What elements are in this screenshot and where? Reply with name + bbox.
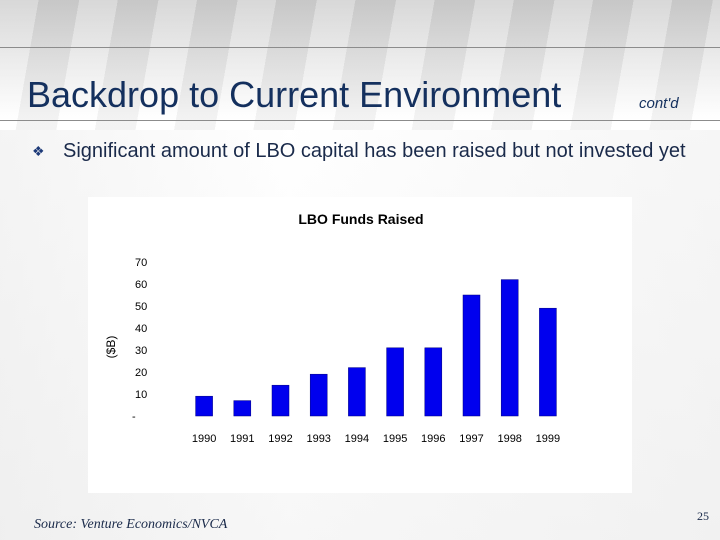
x-tick-label: 1995 [383,433,407,445]
chart-panel: LBO Funds Raised ($B) - 10 20 30 40 50 60 70 1990 1… [88,197,632,493]
slide-title: Backdrop to Current Environment [27,74,562,115]
y-tick-label: 10 [135,389,147,401]
x-tick-label: 1997 [459,433,483,445]
y-tick-label: 70 [135,257,147,269]
x-tick-label: 1992 [268,433,292,445]
bar-chart: LBO Funds Raised ($B) - 10 20 30 40 50 60 70 1990 1… [104,211,560,445]
bar-1995 [386,347,404,417]
y-tick-label: 40 [135,323,147,335]
header-rule-top [0,47,720,48]
x-tick-label: 1994 [345,433,369,445]
bar-1993 [309,373,328,417]
y-tick-label: - [132,411,136,423]
bar-1996 [424,347,443,417]
source-note: Source: Venture Economics/NVCA [34,517,228,532]
bar-1994 [348,367,366,417]
y-tick-label: 20 [135,367,147,379]
x-tick-label: 1991 [230,433,254,445]
bar-1999 [539,307,557,417]
y-tick-label: 30 [135,345,147,357]
y-tick-label: 60 [135,279,147,291]
bar-1991 [233,400,252,417]
bullet-icon: ❖ [32,143,45,159]
y-tick-label: 50 [135,301,147,313]
x-tick-label: 1998 [497,433,521,445]
x-tick-label: 1996 [421,433,445,445]
x-tick-label: 1990 [192,433,216,445]
bar-1992 [271,384,290,417]
y-axis-label: ($B) [104,336,118,359]
page-number: 25 [697,509,709,523]
x-tick-label: 1993 [306,433,330,445]
bullet-text: Significant amount of LBO capital has be… [63,140,686,162]
title-suffix: cont'd [639,95,679,112]
chart-title: LBO Funds Raised [298,211,423,227]
x-tick-label: 1999 [536,433,560,445]
bar-1990 [195,395,213,417]
header-rule-bottom [0,120,720,121]
bar-1998 [500,279,519,417]
bar-1997 [462,294,481,417]
